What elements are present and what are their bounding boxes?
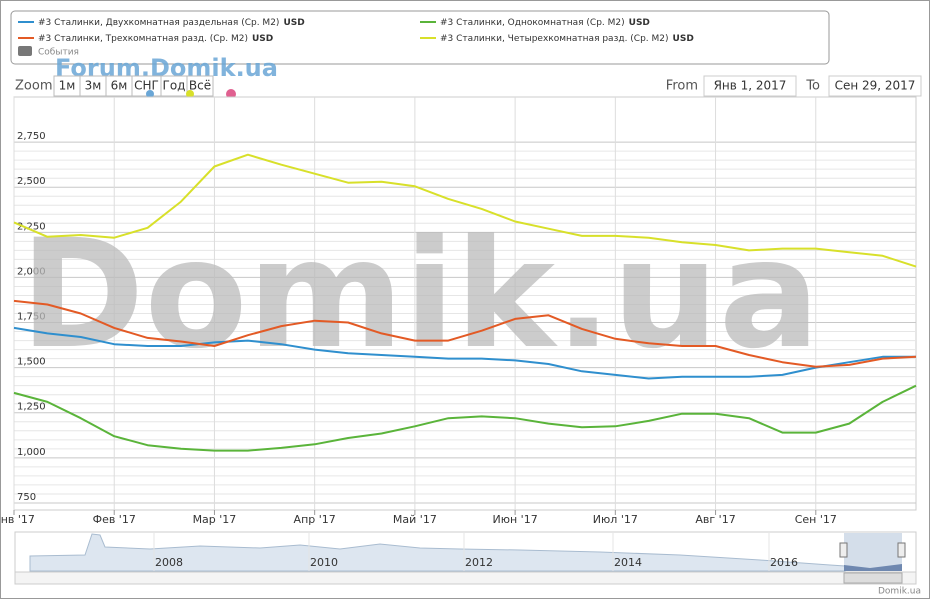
- legend-label: #3 Сталинки, Трехкомнатная разд. (Ср. М2…: [38, 34, 248, 44]
- navigator-year: 2014: [614, 556, 642, 569]
- x-tick-label: Сен '17: [795, 513, 837, 526]
- to-value[interactable]: Сен 29, 2017: [835, 79, 916, 93]
- zoom-button-label[interactable]: 6м: [111, 79, 128, 93]
- zoom-button-label[interactable]: Всё: [189, 79, 211, 93]
- from-label: From: [666, 79, 698, 94]
- x-tick-label: Июн '17: [493, 513, 538, 526]
- to-label: To: [805, 79, 820, 94]
- credit: Domik.ua: [878, 587, 921, 597]
- legend-unit: USD: [673, 34, 694, 44]
- from-value[interactable]: Янв 1, 2017: [714, 79, 787, 93]
- y-tick-label: 1,750: [17, 312, 46, 323]
- navigator-year: 2016: [770, 556, 798, 569]
- x-tick-label: Апр '17: [294, 513, 336, 526]
- zoom-buttons: 1м 3м 6м СНГ Год Всё: [53, 75, 214, 97]
- event-flag: [146, 90, 154, 98]
- x-tick-label: Фев '17: [93, 513, 136, 526]
- legend-entry[interactable]: #3 Сталинки, Трехкомнатная разд. (Ср. М2…: [38, 34, 273, 44]
- x-tick-label: Янв '17: [0, 513, 35, 526]
- navigator-year: 2012: [465, 556, 493, 569]
- lines: [13, 153, 917, 452]
- x-tick-label: Май '17: [393, 513, 437, 526]
- watermark: Domik.ua: [20, 208, 820, 382]
- y-tick-label: 2,750: [17, 131, 46, 142]
- zoom-button-label[interactable]: 3м: [85, 79, 102, 93]
- zoom-button[interactable]: [186, 75, 214, 97]
- legend-label: #3 Сталинки, Однокомнатная (Ср. М2): [440, 18, 625, 28]
- events-label: События: [38, 48, 79, 58]
- to-input[interactable]: [828, 75, 922, 97]
- zoom-label: Zoom: [15, 79, 52, 94]
- zoom-button-label[interactable]: СНГ: [134, 79, 159, 93]
- y-tick-label: 2,500: [17, 176, 46, 187]
- legend-entry[interactable]: #3 Сталинки, Однокомнатная (Ср. М2) USD: [440, 18, 650, 28]
- y-tick-label: 750: [17, 492, 36, 503]
- legend-entry[interactable]: #3 Сталинки, Четырехкомнатная разд. (Ср.…: [440, 34, 694, 44]
- legend: #3 Сталинки, Двухкомнатная раздельная (С…: [18, 18, 694, 44]
- y-tick-label: 1,500: [17, 357, 46, 368]
- navigator-years: 2008 2010 2012 2014 2016: [153, 533, 798, 571]
- navigator-handle[interactable]: [897, 542, 906, 558]
- y-tick-label: 2,000: [17, 266, 46, 277]
- from-input[interactable]: [703, 75, 797, 97]
- legend-unit: USD: [629, 18, 650, 28]
- legend-unit: USD: [283, 18, 304, 28]
- x-axis: Янв '17 Фев '17 Мар '17 Апр '17 Май '17 Июн '…: [0, 510, 837, 526]
- x-tick-label: Июл '17: [593, 513, 638, 526]
- y-tick-label: 1,250: [17, 402, 46, 413]
- legend-unit: USD: [252, 34, 273, 44]
- y-tick-label: 2,250: [17, 221, 46, 232]
- navigator-series: [29, 533, 846, 572]
- series-line: [13, 384, 917, 452]
- event-flag: [186, 90, 194, 98]
- legend-entry[interactable]: #3 Сталинки, Двухкомнатная раздельная (С…: [38, 18, 305, 28]
- x-tick-label: Авг '17: [695, 513, 735, 526]
- series-line: [13, 299, 917, 368]
- series-line: [13, 153, 917, 268]
- zoom-button-label[interactable]: 1м: [59, 79, 76, 93]
- navigator-year: 2008: [155, 556, 183, 569]
- y-tick-label: 1,000: [17, 447, 46, 458]
- navigator-selection[interactable]: [844, 533, 902, 571]
- legend-label: #3 Сталинки, Четырехкомнатная разд. (Ср.…: [440, 34, 669, 44]
- zoom-button-label[interactable]: Год: [163, 79, 186, 93]
- series-line: [13, 326, 916, 380]
- x-tick-label: Мар '17: [193, 513, 237, 526]
- navigator-handle[interactable]: [839, 542, 848, 558]
- legend-label: #3 Сталинки, Двухкомнатная раздельная (С…: [38, 18, 279, 28]
- scrollbar-thumb[interactable]: [843, 572, 903, 584]
- navigator-selected-series: [844, 564, 902, 571]
- plot-area: [13, 96, 917, 511]
- scrollbar[interactable]: [14, 571, 917, 585]
- navigator-year: 2010: [310, 556, 338, 569]
- events-icon: [18, 46, 32, 56]
